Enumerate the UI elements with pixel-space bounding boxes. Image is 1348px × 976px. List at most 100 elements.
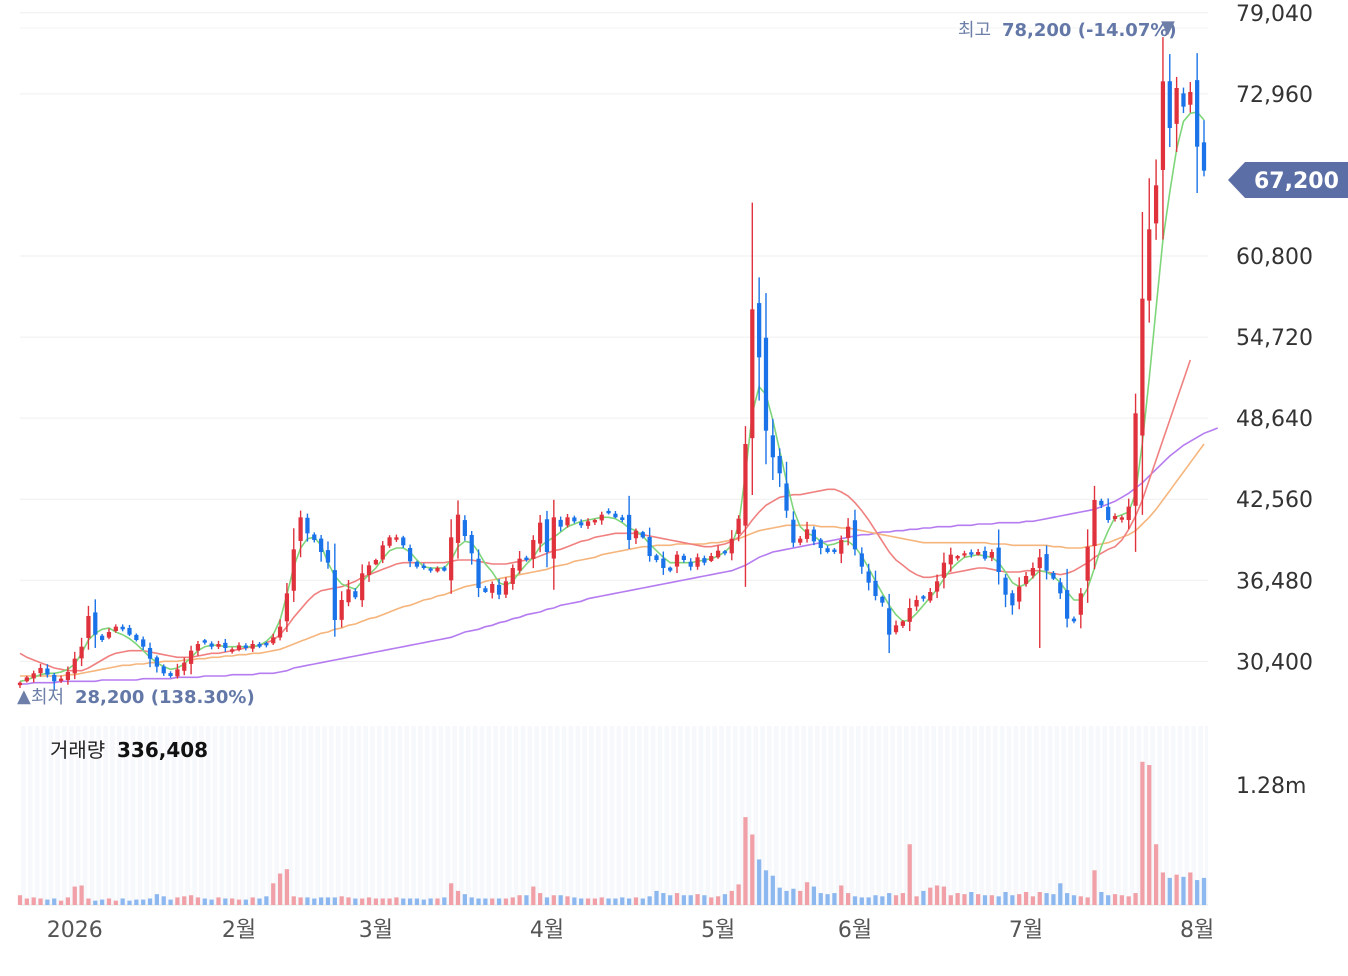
candle bbox=[996, 529, 1001, 585]
candle bbox=[141, 636, 146, 650]
price-tick-label: 79,040 bbox=[1236, 2, 1313, 27]
candle bbox=[633, 528, 639, 544]
volume-bar bbox=[845, 893, 851, 905]
candle bbox=[825, 545, 830, 554]
volume-bar bbox=[1181, 876, 1186, 905]
volume-bar bbox=[24, 898, 29, 905]
volume-bar bbox=[100, 899, 105, 905]
x-tick-label: 6월 bbox=[838, 918, 872, 943]
candle bbox=[880, 595, 885, 607]
candle bbox=[620, 514, 625, 522]
candle bbox=[1064, 568, 1070, 628]
candle bbox=[722, 549, 728, 556]
candle bbox=[250, 640, 255, 652]
volume-bar bbox=[216, 897, 221, 905]
candle bbox=[859, 547, 864, 574]
volume-bar bbox=[106, 898, 112, 905]
volume-bar bbox=[592, 898, 598, 905]
volume-bar bbox=[572, 897, 577, 905]
candle bbox=[319, 534, 324, 562]
candle bbox=[100, 633, 105, 642]
candle bbox=[332, 543, 337, 637]
candle bbox=[113, 624, 118, 633]
candle bbox=[264, 641, 269, 648]
volume-bar bbox=[1195, 880, 1200, 905]
candle bbox=[442, 565, 447, 572]
candle bbox=[373, 558, 379, 566]
candle bbox=[216, 640, 221, 650]
candlesticks bbox=[17, 37, 1207, 691]
candle bbox=[791, 511, 796, 548]
date-axis: 2026 2월 3월 4월 5월 6월 7월 8월 bbox=[47, 918, 1215, 943]
candle bbox=[668, 566, 673, 573]
volume-bar bbox=[319, 897, 324, 905]
volume-bar bbox=[442, 897, 447, 905]
volume-bar bbox=[325, 897, 331, 905]
volume-bar bbox=[284, 869, 290, 905]
volume-bar bbox=[93, 900, 98, 905]
volume-bar bbox=[1064, 893, 1070, 905]
candle bbox=[681, 553, 686, 563]
x-tick-label: 5월 bbox=[701, 918, 735, 943]
candle bbox=[209, 641, 214, 650]
candle bbox=[887, 593, 892, 654]
candle bbox=[948, 547, 953, 572]
volume-bar bbox=[544, 897, 550, 905]
volume-bar bbox=[695, 894, 700, 905]
candle bbox=[1126, 498, 1131, 530]
volume-bar bbox=[996, 896, 1001, 905]
volume-bar bbox=[887, 893, 892, 905]
volume-bar bbox=[1051, 894, 1056, 905]
volume-bar bbox=[681, 895, 686, 905]
volume-bar bbox=[339, 896, 344, 905]
volume-bars bbox=[17, 761, 1207, 905]
candle bbox=[305, 513, 310, 542]
volume-bar bbox=[52, 898, 57, 905]
volume-bar bbox=[332, 897, 337, 905]
volume-bar bbox=[866, 897, 871, 905]
volume-bar bbox=[818, 893, 823, 905]
candle bbox=[1147, 178, 1152, 323]
volume-bar bbox=[804, 882, 810, 905]
candle bbox=[428, 567, 433, 573]
volume-bar bbox=[1099, 891, 1104, 905]
candle bbox=[579, 519, 584, 528]
volume-bar bbox=[907, 844, 912, 905]
candle bbox=[188, 645, 194, 675]
volume-bar bbox=[784, 890, 789, 905]
candle bbox=[818, 537, 823, 555]
x-tick-label: 7월 bbox=[1009, 918, 1043, 943]
volume-bar bbox=[188, 895, 194, 905]
volume-bar bbox=[147, 898, 153, 905]
candle bbox=[1119, 515, 1124, 523]
candle bbox=[674, 551, 680, 574]
volume-bar bbox=[982, 895, 988, 905]
candle bbox=[702, 555, 707, 566]
candle bbox=[852, 509, 858, 556]
volume-bar bbox=[750, 834, 755, 905]
volume-bar bbox=[407, 898, 413, 905]
candle bbox=[1051, 570, 1056, 581]
low-annotation: ▲ 최저 28,200 (138.30%) bbox=[17, 686, 255, 708]
volume-bar bbox=[900, 893, 905, 905]
volume-bar bbox=[380, 898, 385, 905]
price-axis: 79,040 72,960 60,800 54,720 48,640 42,560 36,4… bbox=[1236, 2, 1313, 676]
volume-bar bbox=[1153, 844, 1159, 905]
volume-bar bbox=[640, 898, 645, 905]
x-tick-label: 3월 bbox=[359, 918, 393, 943]
candle bbox=[127, 624, 132, 637]
candle bbox=[24, 675, 29, 683]
volume-bar bbox=[65, 897, 71, 905]
candle bbox=[654, 553, 659, 563]
volume-bar bbox=[298, 897, 303, 905]
volume-bar bbox=[161, 896, 166, 905]
volume-bar bbox=[58, 900, 64, 905]
candle bbox=[1023, 571, 1029, 587]
candle bbox=[1078, 588, 1083, 629]
volume-bar bbox=[1140, 761, 1145, 905]
candle bbox=[743, 426, 748, 587]
volume-bar bbox=[168, 899, 173, 905]
volume-bar bbox=[1188, 872, 1193, 905]
volume-bar bbox=[606, 898, 611, 905]
